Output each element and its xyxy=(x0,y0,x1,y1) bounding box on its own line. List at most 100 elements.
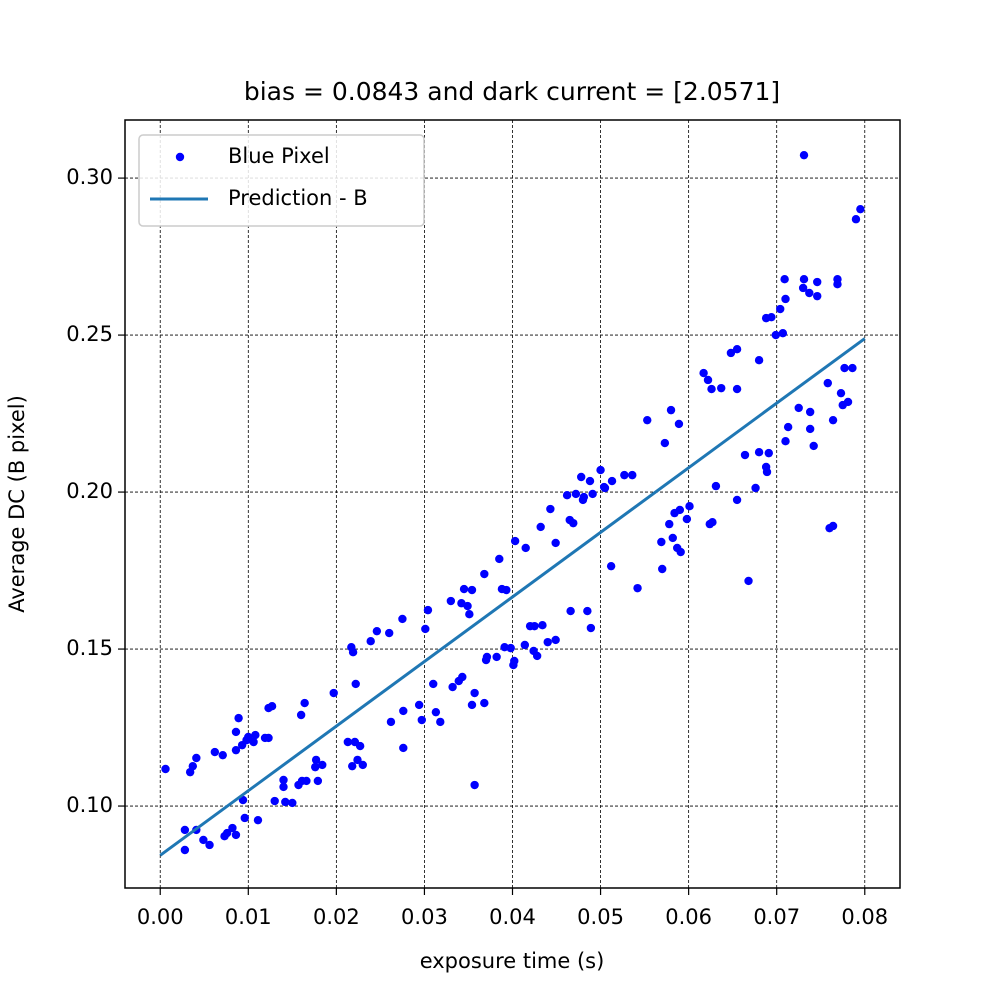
data-point xyxy=(520,640,530,650)
data-point xyxy=(267,702,277,711)
data-point xyxy=(633,583,642,593)
legend-marker xyxy=(175,152,185,162)
data-point xyxy=(780,274,789,284)
data-point xyxy=(244,732,253,742)
data-point xyxy=(666,405,676,415)
data-point xyxy=(481,655,491,665)
data-point xyxy=(399,743,408,753)
data-point xyxy=(799,274,809,284)
data-point xyxy=(218,750,227,760)
data-point xyxy=(210,747,220,757)
data-point xyxy=(436,717,445,727)
data-point xyxy=(711,481,721,491)
data-point xyxy=(607,476,617,486)
data-point xyxy=(538,620,547,630)
data-point xyxy=(836,388,846,398)
data-point xyxy=(620,470,629,480)
data-point xyxy=(188,761,198,771)
data-point xyxy=(399,706,408,716)
data-point xyxy=(805,407,815,417)
data-point xyxy=(585,476,595,486)
data-point xyxy=(783,422,793,432)
data-point xyxy=(465,610,474,619)
data-point xyxy=(355,741,365,751)
data-point xyxy=(311,762,320,772)
x-tick-label: 0.02 xyxy=(313,905,360,929)
data-point xyxy=(781,294,790,304)
data-point xyxy=(596,465,605,475)
data-point xyxy=(495,554,504,564)
data-point xyxy=(805,288,814,298)
data-point xyxy=(843,397,853,407)
data-point xyxy=(794,403,803,413)
data-point xyxy=(530,621,539,631)
data-point xyxy=(251,730,260,740)
data-point xyxy=(754,447,764,457)
data-point xyxy=(366,637,375,646)
data-point xyxy=(279,775,288,785)
data-point xyxy=(199,835,208,845)
data-point xyxy=(500,642,509,652)
x-tick-label: 0.04 xyxy=(489,905,536,929)
data-point xyxy=(707,384,716,394)
chart-title: bias = 0.0843 and dark current = [2.0571… xyxy=(244,77,780,106)
data-point xyxy=(668,533,677,543)
data-point xyxy=(583,606,592,616)
data-point xyxy=(732,495,742,505)
data-point xyxy=(228,823,237,833)
prediction-line xyxy=(159,337,866,857)
data-point xyxy=(566,606,575,616)
data-point xyxy=(222,828,232,838)
data-point xyxy=(492,652,501,662)
data-point xyxy=(234,713,243,723)
data-point xyxy=(446,596,456,606)
data-point xyxy=(798,283,808,293)
data-point xyxy=(264,733,273,743)
data-point xyxy=(781,437,790,446)
data-point xyxy=(161,764,170,774)
data-point xyxy=(386,717,396,727)
data-point xyxy=(778,328,788,338)
data-point xyxy=(429,679,438,689)
data-point xyxy=(771,330,781,340)
data-point xyxy=(717,383,726,393)
data-point xyxy=(480,569,489,579)
data-point xyxy=(776,304,785,314)
data-point xyxy=(767,312,776,322)
data-point xyxy=(270,796,279,806)
data-point xyxy=(809,441,818,451)
data-point xyxy=(318,760,327,770)
data-point xyxy=(313,776,323,786)
data-point xyxy=(628,470,637,480)
data-point xyxy=(348,647,358,657)
data-point xyxy=(676,547,685,557)
y-tick-label: 0.30 xyxy=(66,165,113,189)
data-point xyxy=(732,345,742,354)
data-point xyxy=(253,815,263,825)
y-tick-label: 0.15 xyxy=(66,636,113,660)
data-point xyxy=(281,797,290,807)
data-point xyxy=(754,355,764,365)
data-point xyxy=(576,472,586,482)
x-tick-label: 0.01 xyxy=(225,905,272,929)
data-point xyxy=(562,491,572,500)
data-point xyxy=(805,424,815,434)
data-point xyxy=(675,505,685,515)
data-point xyxy=(296,710,306,720)
data-point xyxy=(732,384,742,394)
data-point xyxy=(372,626,382,636)
data-point xyxy=(480,698,489,708)
data-point xyxy=(579,492,589,502)
data-point xyxy=(414,700,424,710)
data-point xyxy=(699,368,708,378)
data-point xyxy=(551,538,560,548)
data-point xyxy=(180,845,190,855)
data-point xyxy=(543,637,552,647)
data-point xyxy=(813,291,822,301)
y-tick-label: 0.10 xyxy=(66,793,113,817)
data-point xyxy=(343,737,353,747)
data-point xyxy=(551,635,560,645)
data-point xyxy=(799,150,809,160)
legend-box xyxy=(138,134,425,227)
y-axis-label: Average DC (B pixel) xyxy=(5,395,29,613)
